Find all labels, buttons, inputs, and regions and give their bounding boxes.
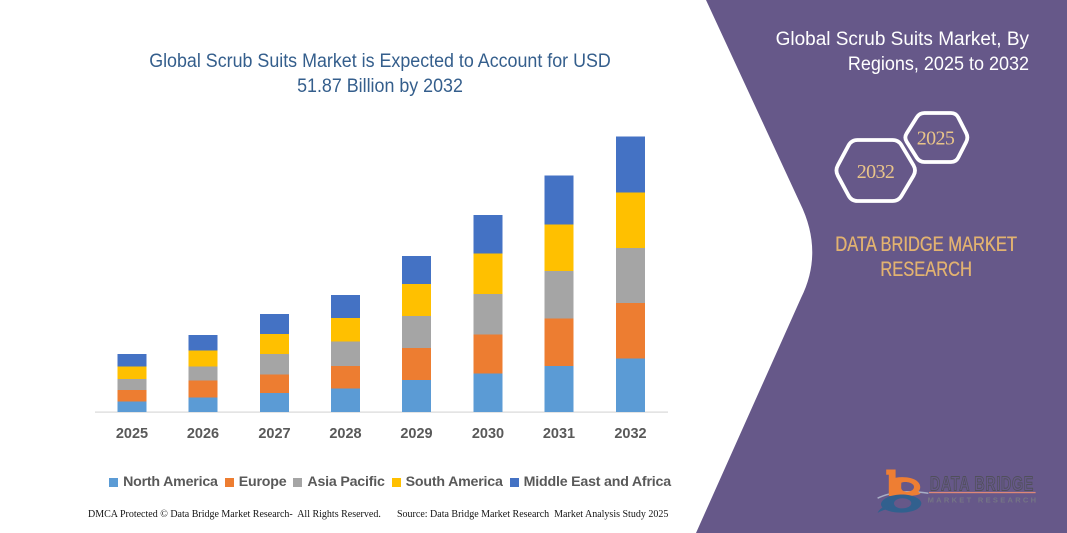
svg-text:MARKET RESEARCH: MARKET RESEARCH [928,495,1039,504]
svg-text:DATA BRIDGE: DATA BRIDGE [930,473,1034,495]
svg-text:2032: 2032 [857,161,895,183]
svg-text:2025: 2025 [917,127,955,149]
